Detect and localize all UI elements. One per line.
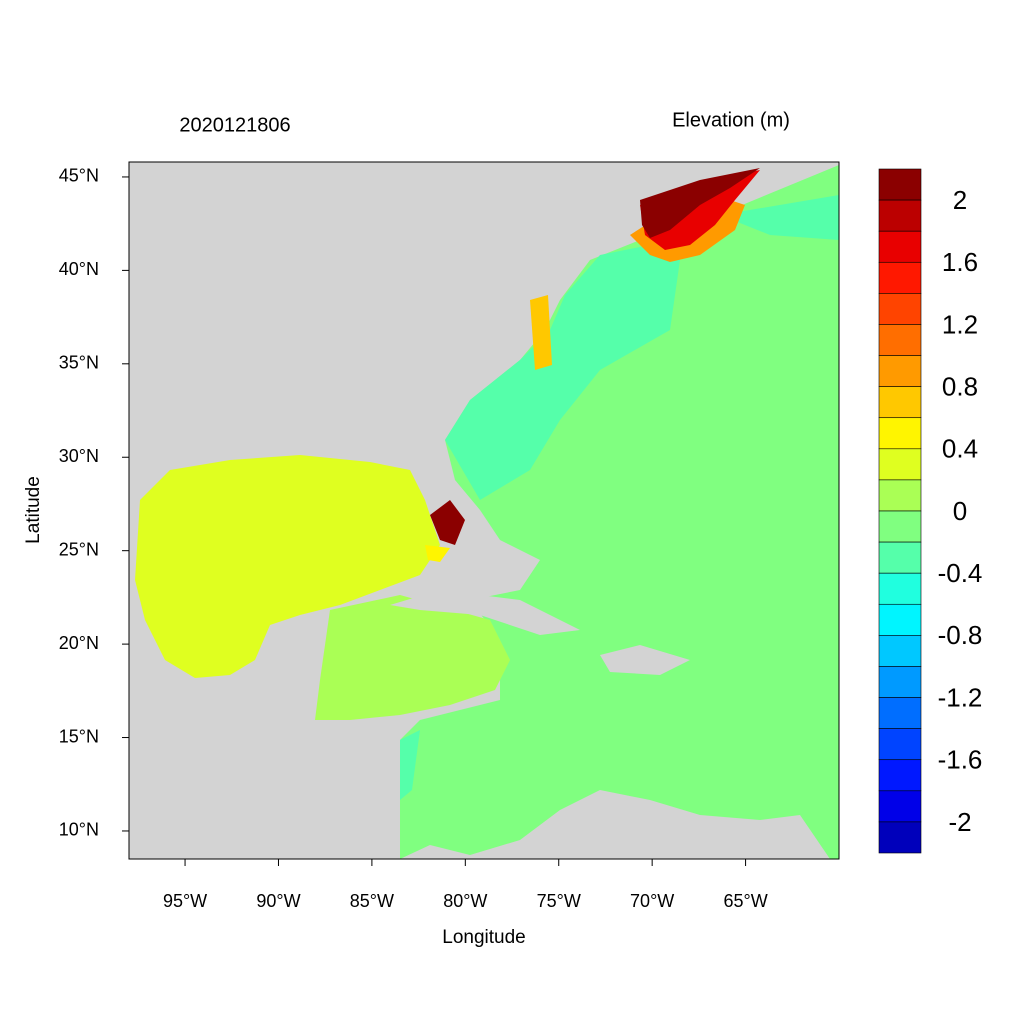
island <box>390 590 580 635</box>
y-tick-label: 20°N <box>59 633 99 653</box>
surge <box>640 168 760 238</box>
colorbar-box <box>878 293 922 325</box>
y-tick-label: 30°N <box>59 446 99 466</box>
colorbar-box <box>878 199 922 232</box>
map-field <box>129 162 839 859</box>
y-tick-label: 25°N <box>59 539 99 559</box>
colorbar-box <box>878 541 922 574</box>
colorbar-box <box>878 572 922 605</box>
x-tick-label: 85°W <box>350 891 394 911</box>
shelf <box>400 730 420 800</box>
colorbar-tick-label: -1.6 <box>938 745 983 775</box>
y-tick-label: 15°N <box>59 726 99 746</box>
y-axis-label: Latitude <box>23 476 44 544</box>
colorbar-tick-label: -2 <box>948 807 971 837</box>
y-tick-label: 35°N <box>59 353 99 373</box>
y-tick-label: 10°N <box>59 820 99 840</box>
x-tick-label: 95°W <box>163 891 207 911</box>
island <box>600 645 690 675</box>
colorbar-box <box>878 510 922 543</box>
colorbar-box <box>878 479 922 512</box>
colorbar-box <box>878 697 922 729</box>
colorbar-tick-label: -1.2 <box>938 682 983 712</box>
colorbar-box <box>878 230 922 263</box>
surge <box>425 545 450 562</box>
colorbar-box <box>878 168 922 201</box>
colorbar-tick-label: -0.8 <box>938 620 983 650</box>
colorbar-tick-label: 1.6 <box>942 247 978 277</box>
colorbar-tick-label: 1.2 <box>942 309 978 339</box>
colorbar-box <box>878 448 922 481</box>
x-tick-label: 75°W <box>537 891 581 911</box>
colorbar-box <box>878 759 922 792</box>
y-tick-label: 45°N <box>59 166 99 186</box>
south-america <box>400 790 830 859</box>
colorbar-tick-label: -0.4 <box>938 558 983 588</box>
colorbar-box <box>878 790 922 823</box>
x-axis-label: Longitude <box>442 927 525 948</box>
gulf <box>135 455 440 678</box>
colorbar-box <box>878 261 922 294</box>
shelf <box>720 195 839 240</box>
colorbar-box <box>878 728 922 761</box>
colorbar-box <box>878 666 922 698</box>
colorbar-box <box>878 603 922 636</box>
colorbar-tick-label: 0 <box>953 496 967 526</box>
colorbar-box <box>878 324 922 356</box>
colorbar-box <box>878 355 922 387</box>
colorbar-box <box>878 635 922 667</box>
plot-frame <box>128 161 840 860</box>
x-tick-label: 80°W <box>443 891 487 911</box>
surge <box>430 500 465 545</box>
colorbar-tick-label: 0.8 <box>942 372 978 402</box>
x-tick-label: 65°W <box>723 891 767 911</box>
chart-title: 2020121806 <box>179 114 290 136</box>
caribbean <box>315 595 510 720</box>
shelf <box>445 245 680 500</box>
surge <box>530 295 552 370</box>
colorbar-tick-label: 0.4 <box>942 434 978 464</box>
colorbar-box <box>878 821 922 854</box>
chart-subtitle: Elevation (m) <box>672 109 790 131</box>
y-tick-label: 40°N <box>59 259 99 279</box>
ocean <box>400 165 839 859</box>
x-tick-label: 90°W <box>256 891 300 911</box>
x-tick-label: 70°W <box>630 891 674 911</box>
colorbar-box <box>878 417 922 450</box>
colorbar-tick-label: 2 <box>953 185 967 215</box>
colorbar-box <box>878 386 922 419</box>
